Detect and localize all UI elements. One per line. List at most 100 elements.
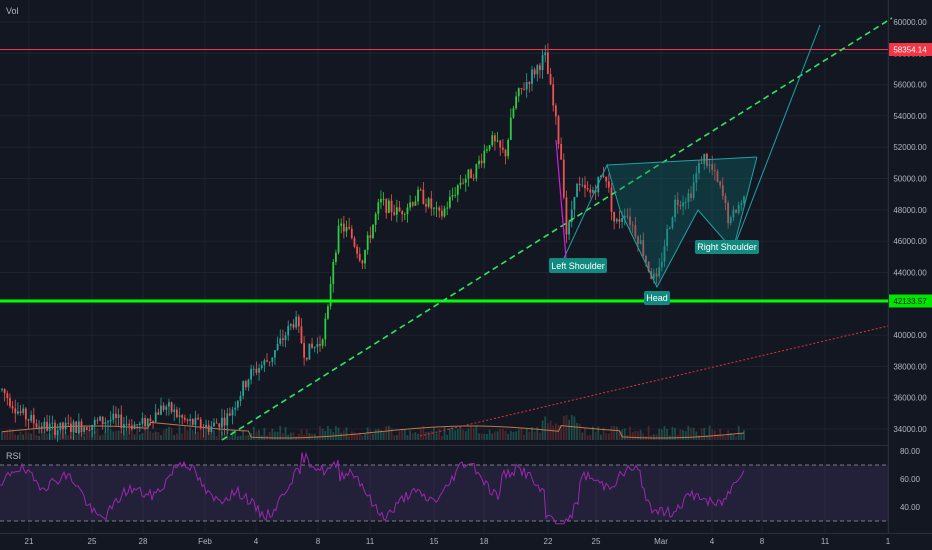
candle-body	[528, 82, 531, 84]
candle-body	[364, 249, 366, 264]
candle-body	[284, 335, 287, 340]
candle-body	[692, 182, 695, 199]
candle-body	[255, 368, 258, 373]
volume-bar	[382, 432, 385, 440]
volume-bar	[610, 426, 613, 440]
candle-body	[337, 225, 340, 253]
candle-body	[30, 414, 33, 421]
volume-bar	[289, 432, 292, 440]
candle-body	[117, 414, 120, 418]
candle-body	[305, 357, 308, 360]
volume-bar	[231, 429, 234, 440]
volume-bar	[115, 431, 117, 440]
volume-bar	[597, 426, 600, 440]
volume-bar	[32, 429, 35, 440]
volume-bar	[385, 425, 388, 440]
candle-body	[708, 164, 711, 166]
volume-bar	[324, 430, 327, 440]
candle-body	[62, 422, 64, 430]
candle-body	[459, 182, 462, 186]
volume-bar	[509, 430, 512, 440]
time-axis[interactable]: 21 25 28 Feb 4 8 11 15 18 22 25 Mar 4 8 11 1	[25, 537, 891, 546]
candle-body	[727, 203, 729, 224]
candle-body	[438, 207, 441, 211]
candle-body	[358, 253, 361, 261]
volume-bar	[486, 433, 488, 440]
candle-body	[64, 422, 67, 430]
candle-body	[14, 408, 17, 414]
volume-bar	[38, 435, 40, 440]
volume-bar	[557, 424, 560, 440]
candle-body	[422, 189, 425, 205]
candle-body	[724, 195, 727, 204]
volume-bar	[642, 433, 645, 440]
volume-bar	[467, 428, 470, 440]
volume-bar	[173, 434, 176, 440]
candle-body	[80, 421, 83, 432]
candle-body	[149, 418, 152, 421]
projection-line[interactable]	[732, 24, 821, 251]
candle-body	[743, 196, 745, 204]
volume-bar	[706, 435, 708, 440]
candle-body	[329, 283, 332, 307]
trendline-red-dotted[interactable]	[419, 325, 889, 437]
volume-bar	[329, 429, 332, 440]
volume-bar	[17, 435, 19, 440]
candle-body	[9, 398, 11, 407]
candle-body	[658, 267, 661, 277]
volume-bar	[104, 431, 107, 440]
rsi-axis[interactable]: 80.00 60.00 40.00	[900, 447, 921, 512]
left-shoulder-label[interactable]: Left Shoulder	[549, 258, 607, 273]
time-tick-label: 28	[139, 537, 148, 546]
trendline-dashed[interactable]	[221, 17, 893, 441]
volume-bar	[475, 426, 478, 440]
candle-body	[729, 217, 732, 224]
volume-bar	[472, 427, 475, 440]
time-tick-label: 4	[254, 537, 259, 546]
time-tick-label: 8	[316, 537, 321, 546]
candle-body	[618, 219, 621, 222]
volume-bar	[687, 425, 690, 440]
volume-bar	[316, 436, 319, 440]
volume-bar	[101, 434, 104, 440]
candle-body	[199, 419, 202, 428]
candle-body	[719, 181, 722, 186]
volume-bar	[719, 428, 722, 440]
price-tick-label: 50000.00	[893, 175, 927, 184]
candle-body	[1, 389, 3, 390]
volume-bar	[737, 425, 740, 440]
volume-bar	[300, 429, 303, 440]
volume-bar	[623, 428, 626, 440]
right-shoulder-label[interactable]: Right Shoulder	[695, 240, 759, 254]
neckline[interactable]	[606, 156, 758, 166]
candle-body	[446, 207, 449, 209]
candle-body	[83, 427, 86, 432]
head-shoulders-fill	[607, 157, 757, 287]
candle-body	[324, 318, 327, 340]
volume-bar	[337, 427, 340, 440]
candle-body	[43, 421, 46, 429]
candle-body	[223, 417, 226, 426]
volume-bar	[374, 429, 377, 440]
volume-bar	[181, 433, 184, 440]
volume-bar	[491, 433, 494, 440]
volume-bar	[615, 426, 618, 440]
volume-bar	[653, 434, 655, 440]
volume-bar	[361, 435, 364, 440]
candle-body	[295, 316, 298, 328]
price-tick-label: 56000.00	[893, 81, 927, 90]
volume-bar	[419, 429, 422, 440]
head-label[interactable]: Head	[644, 291, 670, 305]
candle-body	[645, 255, 647, 263]
volume-bar	[369, 429, 372, 440]
time-tick-label: Feb	[198, 537, 212, 546]
volume-bar	[335, 426, 337, 440]
volume-bar	[287, 434, 290, 440]
candle-body	[496, 140, 499, 142]
candle-body	[157, 412, 160, 415]
candle-body	[276, 343, 279, 351]
candle-body	[655, 273, 658, 277]
volume-bar	[99, 435, 101, 440]
candlesticks	[1, 43, 745, 442]
